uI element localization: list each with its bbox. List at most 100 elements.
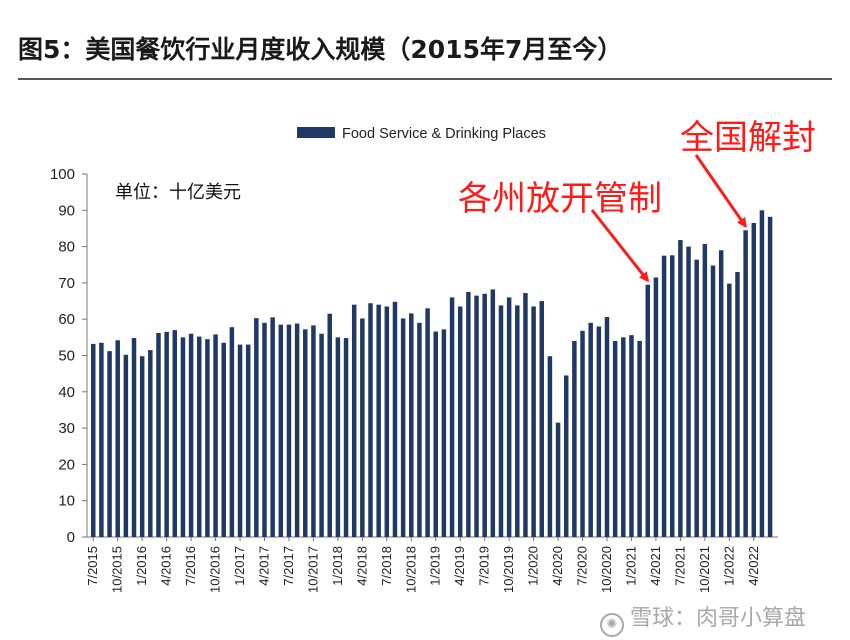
bar <box>751 223 757 537</box>
annotation-states-reopen: 各州放开管制 <box>458 179 662 219</box>
bar <box>718 250 724 538</box>
watermark: ✺ 雪球：肉哥小算盘 <box>600 600 806 637</box>
bar <box>245 344 251 537</box>
x-tick-label: 7/2015 <box>85 546 100 586</box>
y-tick-label: 0 <box>67 529 75 546</box>
bar <box>205 339 210 537</box>
annotations: 各州放开管制 全国解封 <box>458 118 816 283</box>
bar <box>311 325 316 537</box>
bar <box>759 210 765 538</box>
legend-swatch <box>297 127 335 138</box>
bar <box>523 293 528 537</box>
y-tick-label: 50 <box>58 348 75 365</box>
x-tick-label: 1/2020 <box>526 546 541 586</box>
bar <box>425 308 430 537</box>
bar <box>270 317 275 537</box>
bar <box>229 327 235 537</box>
x-tick-label: 4/2016 <box>159 546 174 586</box>
bar <box>449 297 455 537</box>
bar <box>457 306 463 537</box>
x-tick-label: 4/2019 <box>452 546 467 586</box>
x-tick-label: 1/2018 <box>330 546 345 586</box>
x-tick-label: 1/2022 <box>721 546 736 586</box>
bar <box>555 422 561 537</box>
bar <box>588 322 593 537</box>
bar <box>335 337 341 537</box>
bar <box>669 255 675 537</box>
bar <box>262 322 267 537</box>
bar <box>612 340 618 537</box>
bar <box>123 354 129 537</box>
bar <box>515 305 520 537</box>
bar <box>107 351 112 537</box>
bar <box>156 332 161 537</box>
y-tick-label: 40 <box>58 384 75 401</box>
y-tick-label: 60 <box>58 311 75 328</box>
bar <box>286 324 292 537</box>
bar <box>686 246 691 537</box>
bar <box>197 336 202 537</box>
x-tick-label: 10/2015 <box>110 546 125 593</box>
x-tick-label: 7/2017 <box>281 546 296 586</box>
bar <box>417 322 422 537</box>
bar <box>621 337 626 537</box>
y-axis: 0 10 20 30 40 50 60 70 80 90 100 <box>50 166 88 546</box>
x-tick-label: 10/2021 <box>697 546 712 593</box>
bar <box>115 340 120 537</box>
bar <box>702 244 708 537</box>
bar <box>466 291 471 537</box>
bar <box>563 375 569 537</box>
x-tick-label: 1/2021 <box>624 546 639 586</box>
watermark-text: 雪球：肉哥小算盘 <box>630 606 807 631</box>
bar <box>327 313 332 537</box>
bar <box>506 297 512 537</box>
x-tick-label: 4/2020 <box>550 546 565 586</box>
y-tick-label: 20 <box>58 456 75 473</box>
bar <box>148 350 153 537</box>
bar <box>351 304 357 537</box>
bar <box>694 259 699 537</box>
bar <box>490 289 496 537</box>
x-tick-label: 10/2016 <box>208 546 223 593</box>
bar <box>139 356 145 537</box>
bar <box>678 240 683 537</box>
bar <box>743 230 748 537</box>
bar <box>376 304 381 537</box>
bar <box>384 306 390 537</box>
bar <box>710 265 716 537</box>
bar <box>392 301 398 537</box>
y-tick-label: 100 <box>50 166 75 183</box>
bar <box>221 342 226 537</box>
bar <box>580 330 585 537</box>
bar <box>539 301 544 537</box>
bar <box>131 338 137 537</box>
bar <box>727 283 732 537</box>
annotation-national-reopen: 全国解封 <box>680 118 816 158</box>
x-tick-label: 10/2020 <box>599 546 614 593</box>
bar <box>629 335 634 537</box>
annotation-arrow-states-reopen <box>590 209 650 283</box>
bar <box>278 324 284 537</box>
bar <box>319 333 324 537</box>
bar <box>360 318 365 537</box>
bar <box>645 284 651 537</box>
x-tick-label: 7/2016 <box>183 546 198 586</box>
snowball-icon: ✺ <box>600 613 624 637</box>
bar <box>99 342 104 537</box>
bar <box>433 331 438 537</box>
bar <box>637 340 642 537</box>
bar <box>474 295 479 537</box>
x-tick-label: 4/2018 <box>354 546 369 586</box>
y-tick-label: 90 <box>58 202 75 219</box>
bar <box>482 293 487 537</box>
bar <box>596 326 602 537</box>
x-tick-label: 4/2017 <box>257 546 272 586</box>
bar <box>604 317 610 537</box>
bar <box>498 305 504 537</box>
bar <box>254 318 259 537</box>
x-tick-label: 10/2018 <box>403 546 418 593</box>
bar <box>237 344 243 537</box>
x-tick-label: 1/2017 <box>232 546 247 586</box>
bar <box>303 329 308 537</box>
unit-label: 单位：十亿美元 <box>115 182 241 203</box>
